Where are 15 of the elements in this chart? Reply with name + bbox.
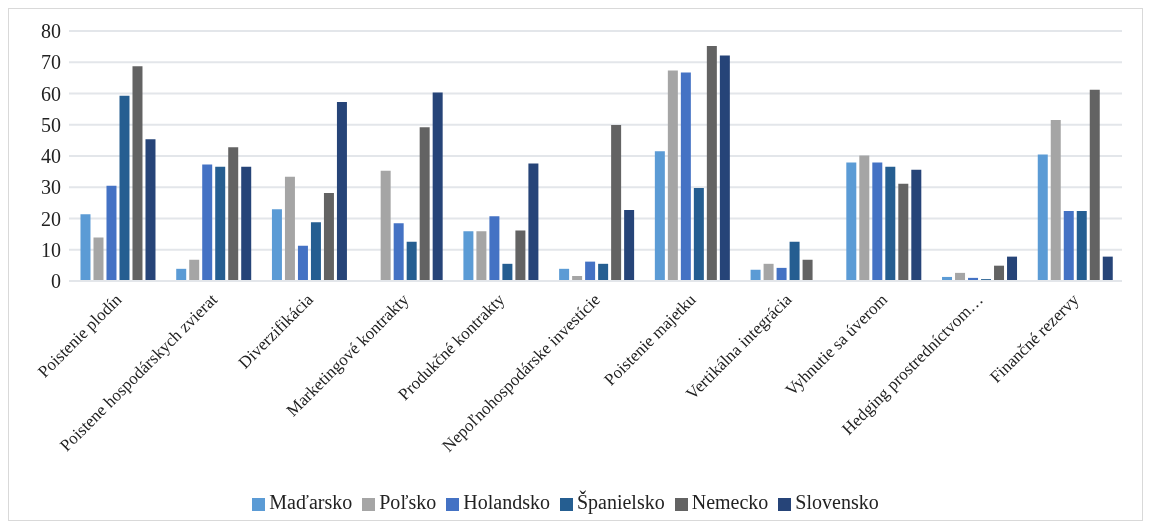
legend-label: Nemecko [691, 491, 769, 513]
y-tick-label: 0 [51, 270, 61, 293]
y-tick-label: 70 [41, 51, 61, 74]
legend-label: Španielsko [576, 491, 665, 513]
y-tick-label: 40 [41, 145, 61, 168]
y-tick-label: 30 [41, 176, 61, 199]
y-tick-label: 50 [41, 113, 61, 136]
legend-label: Maďarsko [269, 491, 353, 513]
legend-label: Poľsko [379, 491, 437, 513]
legend-label: Slovensko [795, 491, 879, 513]
y-tick-label: 80 [41, 20, 61, 43]
y-tick-label: 10 [41, 238, 61, 261]
legend-label: Holandsko [463, 491, 550, 513]
y-tick-label: 60 [41, 82, 61, 105]
y-tick-label: 20 [41, 207, 61, 230]
